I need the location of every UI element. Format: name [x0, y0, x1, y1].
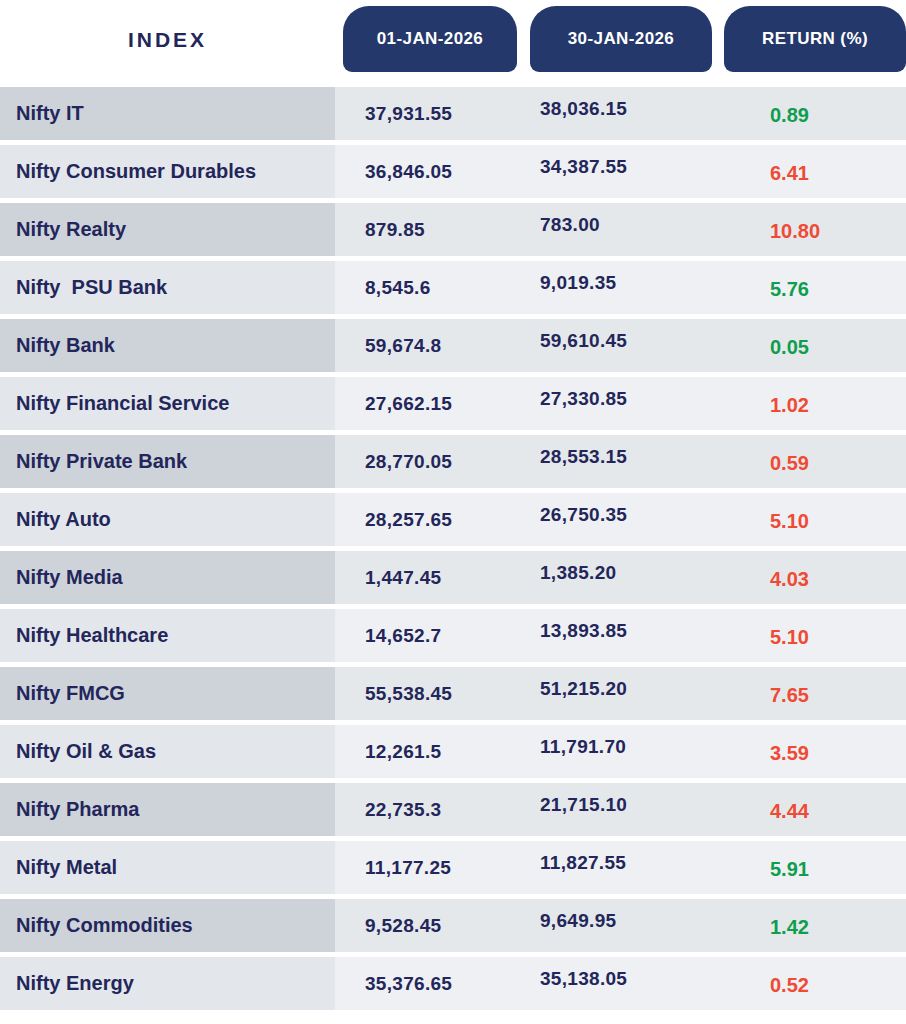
return-value: 1.42 — [770, 899, 906, 952]
value-jan30: 9,649.95 — [540, 899, 770, 952]
value-jan30: 1,385.20 — [540, 551, 770, 604]
return-value: 0.89 — [770, 87, 906, 140]
return-value: 5.10 — [770, 609, 906, 662]
column-header-date-end: 30-JAN-2026 — [530, 6, 712, 72]
index-name: Nifty Consumer Durables — [0, 145, 335, 198]
return-value: 10.80 — [770, 203, 906, 256]
value-jan01: 36,846.05 — [335, 145, 540, 198]
return-value: 0.05 — [770, 319, 906, 372]
value-jan30: 28,553.15 — [540, 435, 770, 488]
value-jan01: 59,674.8 — [335, 319, 540, 372]
value-jan30: 21,715.10 — [540, 783, 770, 836]
table-row: Nifty IT 37,931.55 38,036.15 0.89 — [0, 87, 906, 140]
index-name: Nifty Bank — [0, 319, 335, 372]
value-jan01: 28,257.65 — [335, 493, 540, 546]
table-row: Nifty Commodities 9,528.45 9,649.95 1.42 — [0, 899, 906, 952]
return-value: 4.44 — [770, 783, 906, 836]
table-row: Nifty Consumer Durables 36,846.05 34,387… — [0, 145, 906, 198]
value-jan30: 59,610.45 — [540, 319, 770, 372]
return-value: 0.59 — [770, 435, 906, 488]
table-row: Nifty PSU Bank 8,545.6 9,019.35 5.76 — [0, 261, 906, 314]
table-row: Nifty Private Bank 28,770.05 28,553.15 0… — [0, 435, 906, 488]
value-jan01: 55,538.45 — [335, 667, 540, 720]
table-row: Nifty Auto 28,257.65 26,750.35 5.10 — [0, 493, 906, 546]
index-name: Nifty Private Bank — [0, 435, 335, 488]
value-jan30: 27,330.85 — [540, 377, 770, 430]
return-value: 5.10 — [770, 493, 906, 546]
table-row: Nifty Financial Service 27,662.15 27,330… — [0, 377, 906, 430]
value-jan01: 35,376.65 — [335, 957, 540, 1010]
table-row: Nifty Metal 11,177.25 11,827.55 5.91 — [0, 841, 906, 894]
return-value: 3.59 — [770, 725, 906, 778]
table-body: Nifty IT 37,931.55 38,036.15 0.89 Nifty … — [0, 87, 906, 1015]
index-name: Nifty Metal — [0, 841, 335, 894]
value-jan01: 27,662.15 — [335, 377, 540, 430]
index-name: Nifty IT — [0, 87, 335, 140]
index-returns-table: INDEX 01-JAN-2026 30-JAN-2026 RETURN (%)… — [0, 0, 906, 1024]
index-name: Nifty Energy — [0, 957, 335, 1010]
index-name: Nifty Auto — [0, 493, 335, 546]
index-name: Nifty FMCG — [0, 667, 335, 720]
value-jan01: 28,770.05 — [335, 435, 540, 488]
index-name: Nifty Commodities — [0, 899, 335, 952]
index-name: Nifty PSU Bank — [0, 261, 335, 314]
value-jan01: 22,735.3 — [335, 783, 540, 836]
return-value: 7.65 — [770, 667, 906, 720]
value-jan01: 37,931.55 — [335, 87, 540, 140]
index-name: Nifty Media — [0, 551, 335, 604]
table-row: Nifty Healthcare 14,652.7 13,893.85 5.10 — [0, 609, 906, 662]
return-value: 6.41 — [770, 145, 906, 198]
value-jan30: 35,138.05 — [540, 957, 770, 1010]
return-value: 0.52 — [770, 957, 906, 1010]
value-jan01: 12,261.5 — [335, 725, 540, 778]
value-jan30: 13,893.85 — [540, 609, 770, 662]
return-value: 1.02 — [770, 377, 906, 430]
value-jan01: 879.85 — [335, 203, 540, 256]
index-name: Nifty Healthcare — [0, 609, 335, 662]
index-name: Nifty Pharma — [0, 783, 335, 836]
value-jan30: 51,215.20 — [540, 667, 770, 720]
value-jan30: 38,036.15 — [540, 87, 770, 140]
value-jan01: 8,545.6 — [335, 261, 540, 314]
value-jan30: 11,791.70 — [540, 725, 770, 778]
value-jan01: 11,177.25 — [335, 841, 540, 894]
return-value: 5.76 — [770, 261, 906, 314]
value-jan30: 26,750.35 — [540, 493, 770, 546]
value-jan30: 34,387.55 — [540, 145, 770, 198]
value-jan01: 9,528.45 — [335, 899, 540, 952]
index-name: Nifty Oil & Gas — [0, 725, 335, 778]
table-row: Nifty Bank 59,674.8 59,610.45 0.05 — [0, 319, 906, 372]
index-name: Nifty Realty — [0, 203, 335, 256]
return-value: 4.03 — [770, 551, 906, 604]
value-jan30: 783.00 — [540, 203, 770, 256]
return-value: 5.91 — [770, 841, 906, 894]
index-name: Nifty Financial Service — [0, 377, 335, 430]
table-row: Nifty Oil & Gas 12,261.5 11,791.70 3.59 — [0, 725, 906, 778]
column-header-date-start: 01-JAN-2026 — [343, 6, 517, 72]
value-jan30: 11,827.55 — [540, 841, 770, 894]
table-row: Nifty Media 1,447.45 1,385.20 4.03 — [0, 551, 906, 604]
table-row: Nifty FMCG 55,538.45 51,215.20 7.65 — [0, 667, 906, 720]
column-header-return: RETURN (%) — [724, 6, 906, 72]
value-jan01: 1,447.45 — [335, 551, 540, 604]
column-header-index: INDEX — [0, 0, 335, 80]
value-jan30: 9,019.35 — [540, 261, 770, 314]
value-jan01: 14,652.7 — [335, 609, 540, 662]
table-header: INDEX 01-JAN-2026 30-JAN-2026 RETURN (%) — [0, 0, 906, 87]
table-row: Nifty Energy 35,376.65 35,138.05 0.52 — [0, 957, 906, 1010]
table-row: Nifty Realty 879.85 783.00 10.80 — [0, 203, 906, 256]
table-row: Nifty Pharma 22,735.3 21,715.10 4.44 — [0, 783, 906, 836]
